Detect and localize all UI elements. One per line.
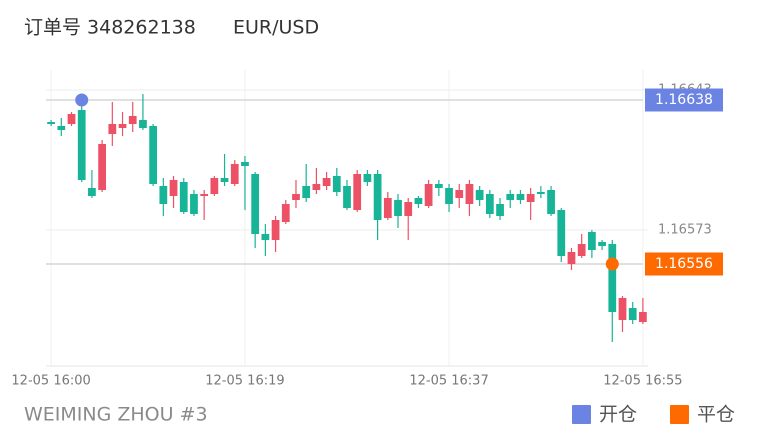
candle-body <box>424 184 433 206</box>
candle-body <box>322 178 331 186</box>
candle-body <box>241 162 249 166</box>
candle-body <box>139 120 147 128</box>
candle-body <box>547 190 555 214</box>
candle-body <box>332 176 341 192</box>
candle-body <box>618 298 627 320</box>
candle-body <box>485 194 494 214</box>
candle-body <box>251 174 260 234</box>
y-tick-label: 1.16573 <box>658 223 712 238</box>
candle-body <box>230 164 239 184</box>
legend-swatch <box>670 405 689 424</box>
price-tag-label: 1.16638 <box>655 92 713 108</box>
candle-body <box>639 312 647 322</box>
trade-marker <box>75 93 89 107</box>
candle-body <box>220 178 229 182</box>
candle-body <box>169 180 178 196</box>
x-tick-label: 12-05 16:00 <box>11 374 90 389</box>
candle-body <box>465 184 474 204</box>
candle-body <box>210 178 219 194</box>
x-tick-label: 12-05 16:19 <box>205 374 284 389</box>
price-tag <box>645 88 723 112</box>
candle-body <box>118 124 127 128</box>
candle-body <box>159 186 168 204</box>
price-tag-label: 1.16556 <box>655 256 713 272</box>
candle-body <box>608 244 617 312</box>
candle-body <box>526 194 535 202</box>
candle-body <box>312 184 321 190</box>
candle-body <box>190 194 198 214</box>
candle-body <box>445 188 453 204</box>
candle-body <box>557 210 566 256</box>
footer: WEIMING ZHOU #3 <box>24 404 208 426</box>
candle-body <box>281 204 290 222</box>
legend-swatch <box>572 405 591 424</box>
candle-body <box>598 242 606 246</box>
candle-body <box>128 116 137 124</box>
candle-body <box>363 174 372 182</box>
price-tag <box>645 252 723 276</box>
candle-body <box>67 114 76 124</box>
candle-body <box>271 220 280 240</box>
candle-body <box>506 194 515 200</box>
candle-body <box>414 198 423 204</box>
candle-body <box>373 174 382 220</box>
candle-body <box>200 194 209 196</box>
candle-body <box>343 186 351 208</box>
candle-body <box>475 190 484 200</box>
candle-body <box>98 144 106 190</box>
candle-body <box>108 124 117 134</box>
candle-body <box>302 186 311 198</box>
candle-body <box>496 204 504 216</box>
candle-body <box>516 194 525 200</box>
candle-body <box>292 194 300 200</box>
candle-body <box>179 182 188 212</box>
candle-body <box>567 252 576 264</box>
symbol: EUR/USD <box>233 17 319 39</box>
candle-body <box>394 200 402 216</box>
legend-label: 平仓 <box>697 404 735 426</box>
candle-body <box>261 234 270 240</box>
candle-body <box>77 110 86 180</box>
candle-body <box>353 174 362 210</box>
candle-body <box>536 192 545 194</box>
candle-body <box>57 126 66 130</box>
candle-body <box>455 190 464 198</box>
candle-body <box>383 198 392 218</box>
candle-body <box>47 122 55 124</box>
candle-body <box>149 126 158 184</box>
candle-body <box>434 184 443 188</box>
candle-body <box>628 308 637 320</box>
trade-marker <box>605 257 619 271</box>
candle-body <box>577 244 586 256</box>
candle-body <box>588 232 596 250</box>
legend-label: 开仓 <box>599 404 637 426</box>
chart-title: 订单号 348262138 <box>24 17 196 39</box>
candle-body <box>88 188 96 196</box>
x-tick-label: 12-05 16:55 <box>603 374 682 389</box>
x-tick-label: 12-05 16:37 <box>409 374 488 389</box>
candle-body <box>404 202 413 216</box>
